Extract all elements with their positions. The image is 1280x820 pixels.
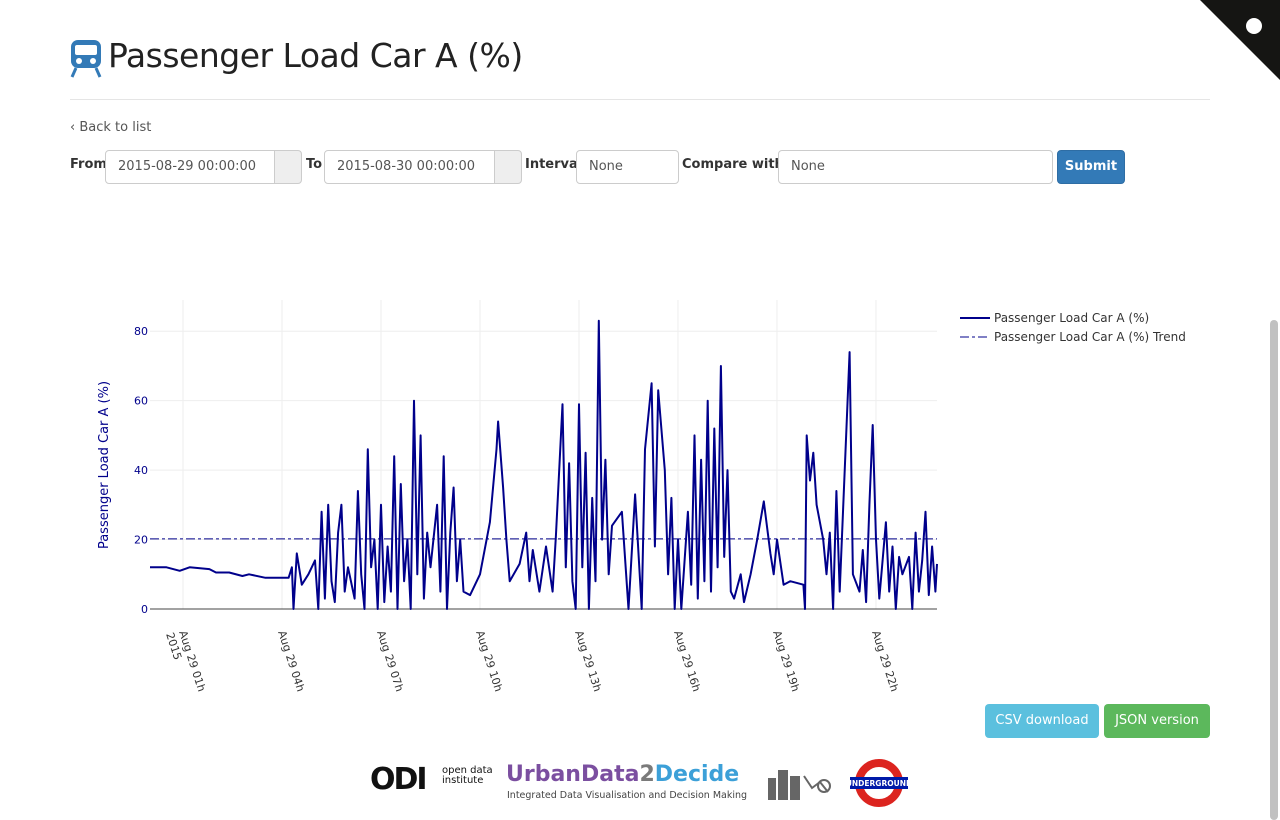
y-tick-label: 20 xyxy=(134,534,148,547)
interval-select[interactable]: None xyxy=(576,150,679,184)
divider xyxy=(70,99,1210,100)
interval-label: Interval xyxy=(525,157,583,172)
legend-label: Passenger Load Car A (%) Trend xyxy=(994,330,1186,344)
x-tick-label: Aug 29 19h xyxy=(770,629,802,693)
submit-button[interactable]: Submit xyxy=(1057,150,1125,184)
x-tick-label: Aug 29 16h xyxy=(671,629,703,693)
back-text[interactable]: Back to list xyxy=(79,120,152,135)
csv-button[interactable]: CSV download xyxy=(985,704,1099,738)
y-tick-label: 60 xyxy=(134,395,148,408)
train-icon xyxy=(70,40,102,78)
ud-part: Decide xyxy=(654,762,740,787)
odi-mark: ODI xyxy=(370,762,428,797)
x-tick-label: Aug 29 10h xyxy=(473,629,505,693)
from-label: From xyxy=(70,157,107,172)
compare-label: Compare with.. xyxy=(682,157,794,172)
odi-text: open data institute xyxy=(442,765,493,786)
json-button[interactable]: JSON version xyxy=(1104,704,1210,738)
ud-tagline: Integrated Data Visualisation and Decisi… xyxy=(507,790,748,801)
github-corner[interactable] xyxy=(1200,0,1280,80)
back-link[interactable]: ‹ Back to list xyxy=(70,120,152,135)
underground-text: UNDERGROUND xyxy=(848,779,910,788)
x-tick-label: Aug 29 22h xyxy=(869,629,901,693)
ud-part: 2 xyxy=(639,762,655,787)
skyline-icon xyxy=(768,770,831,800)
compare-select[interactable]: None xyxy=(778,150,1053,184)
page-title: Passenger Load Car A (%) xyxy=(108,36,523,75)
legend-label: Passenger Load Car A (%) xyxy=(994,311,1149,325)
scrollbar[interactable] xyxy=(1270,320,1278,820)
ud-logo: UrbanData2Decide xyxy=(506,762,739,787)
x-tick-label: Aug 29 04h xyxy=(275,629,307,693)
ud-part: UrbanData xyxy=(506,762,640,787)
calendar-button[interactable] xyxy=(494,150,522,184)
to-label: To xyxy=(306,157,323,172)
y-tick-label: 80 xyxy=(134,325,148,338)
underground-logo: UNDERGROUND xyxy=(848,759,910,807)
calendar-button[interactable] xyxy=(274,150,302,184)
from-input[interactable]: 2015-08-29 00:00:00 xyxy=(105,150,275,184)
y-tick-label: 0 xyxy=(141,603,148,616)
x-tick-label: Aug 29 01h xyxy=(176,629,208,693)
x-tick-label: Aug 29 07h xyxy=(374,629,406,693)
x-tick-label: Aug 29 13h xyxy=(572,629,604,693)
y-axis-title: Passenger Load Car A (%) xyxy=(97,381,112,549)
chart: Passenger Load Car A (%) 0 20 40 60 80 Aug 29… xyxy=(97,300,1186,693)
to-input[interactable]: 2015-08-30 00:00:00 xyxy=(324,150,496,184)
y-tick-label: 40 xyxy=(134,464,148,477)
data-line xyxy=(150,319,938,610)
